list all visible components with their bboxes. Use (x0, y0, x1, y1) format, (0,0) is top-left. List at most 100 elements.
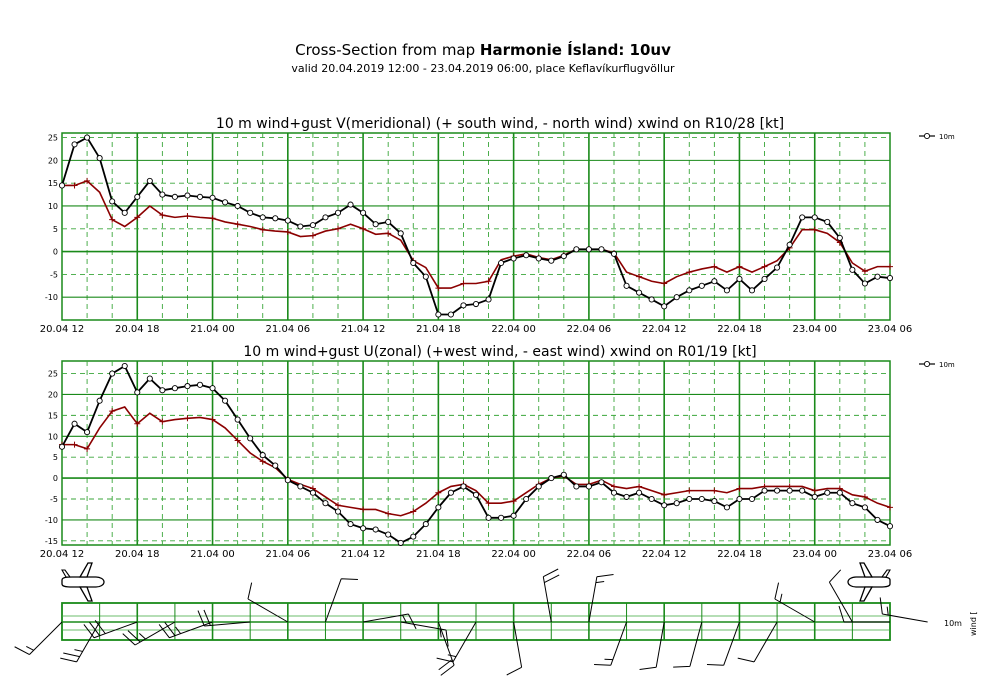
gust-point (134, 420, 141, 427)
wind-barb (737, 621, 778, 663)
y-tick-label: 10 (48, 202, 58, 211)
series-10m-point (523, 495, 530, 503)
wind-barb (14, 621, 63, 655)
series-10m-point (184, 192, 191, 199)
airplane-icon (61, 562, 105, 602)
series-10m-point (222, 397, 229, 404)
gust-point (736, 263, 743, 270)
gust-point (209, 416, 216, 423)
legend-marker (923, 132, 931, 140)
wind-barb (639, 621, 665, 670)
y-tick-label: -10 (45, 516, 58, 525)
series-10m-point (560, 471, 567, 478)
series-10m-point (836, 489, 843, 496)
series-10m-point (698, 495, 705, 503)
x-tick-label: 21.04 18 (416, 324, 461, 335)
series-10m-point (585, 483, 592, 490)
series-10m-point (109, 370, 116, 377)
x-tick-label: 20.04 18 (115, 324, 160, 335)
series-10m-point (297, 483, 304, 490)
series-10m-point (573, 246, 580, 253)
series-10m-point (648, 495, 655, 503)
series-10m-point (736, 275, 743, 283)
series-10m-point (548, 257, 555, 264)
series-10m-point (636, 289, 643, 296)
series-10m-point (661, 502, 668, 509)
series-10m-point (472, 491, 480, 498)
series-10m-point (598, 246, 605, 253)
wind-barb (774, 582, 815, 623)
gust-point (84, 445, 91, 452)
figure-subtitle: valid 20.04.2019 12:00 - 23.04.2019 06:0… (291, 62, 675, 75)
airplane-wings (78, 562, 93, 602)
y-tick-label: -5 (50, 495, 58, 504)
gust-point (134, 214, 141, 221)
series-10m-point (334, 209, 342, 216)
series-10m-point (309, 222, 316, 229)
gust-point (184, 213, 191, 220)
y-tick-label: -5 (50, 270, 58, 279)
series-10m-point (397, 230, 404, 237)
series-10m-point (573, 483, 580, 490)
y-tick-label: 5 (53, 453, 58, 462)
series-10m-point (849, 500, 856, 507)
y-tick-label: 25 (48, 134, 58, 143)
gust-point (284, 228, 291, 235)
series-10m-point (334, 508, 342, 515)
series-10m-point (347, 201, 354, 208)
gust-point (485, 278, 492, 285)
gust-point (159, 212, 166, 219)
wind-barb (83, 620, 138, 639)
y-tick-label: 5 (53, 225, 58, 234)
series-10m-point (560, 253, 567, 260)
series-10m-point (723, 287, 730, 294)
series-10m-point (196, 193, 204, 200)
gust-point (109, 216, 116, 223)
series-10m-point (711, 498, 718, 505)
gust-point (71, 441, 78, 448)
series-10m-point (698, 282, 705, 289)
gust-point (510, 498, 517, 505)
series-10m-point (811, 493, 818, 500)
wind-barb (122, 621, 176, 646)
wind-barb (838, 605, 890, 623)
wind-barb (542, 568, 560, 623)
legend-marker (923, 360, 931, 368)
gust-point (887, 263, 893, 270)
series-10m-point (886, 523, 894, 530)
series-10m-point (234, 416, 241, 423)
series-10m-point (385, 218, 392, 225)
gust-point (410, 508, 417, 515)
barb-level-label: 10m (944, 619, 962, 628)
series-10m-point (824, 489, 831, 496)
x-tick-label: 22.04 06 (567, 549, 612, 560)
wind-barb (400, 621, 449, 647)
gust-point (109, 408, 116, 415)
series-10m-point (347, 521, 354, 528)
x-tick-label: 22.04 00 (491, 324, 536, 335)
series-10m-point (535, 255, 542, 262)
airplane-tail (880, 569, 891, 578)
gust-point (71, 182, 78, 189)
series-10m-point (234, 202, 241, 210)
gust-point (811, 487, 818, 494)
series-10m-point (811, 214, 818, 221)
wind-barb (828, 569, 853, 623)
y-tick-label: 0 (53, 248, 58, 257)
x-tick-label: 23.04 06 (868, 324, 913, 335)
y-tick-label: 15 (48, 179, 58, 188)
series-10m-point (661, 303, 668, 310)
series-10m-point (84, 429, 91, 436)
gust-point (360, 225, 367, 232)
gust-series-line (62, 406, 890, 517)
gust-point (811, 226, 818, 233)
series-10m-point (109, 198, 116, 205)
gust-point (661, 280, 668, 287)
x-tick-label: 20.04 12 (40, 324, 85, 335)
series-10m-point (360, 209, 367, 216)
series-10m-point (886, 274, 894, 282)
series-10m-point (774, 264, 781, 271)
x-tick-label: 23.04 00 (792, 324, 837, 335)
series-10m-point (435, 504, 442, 511)
gust-point (209, 215, 216, 222)
